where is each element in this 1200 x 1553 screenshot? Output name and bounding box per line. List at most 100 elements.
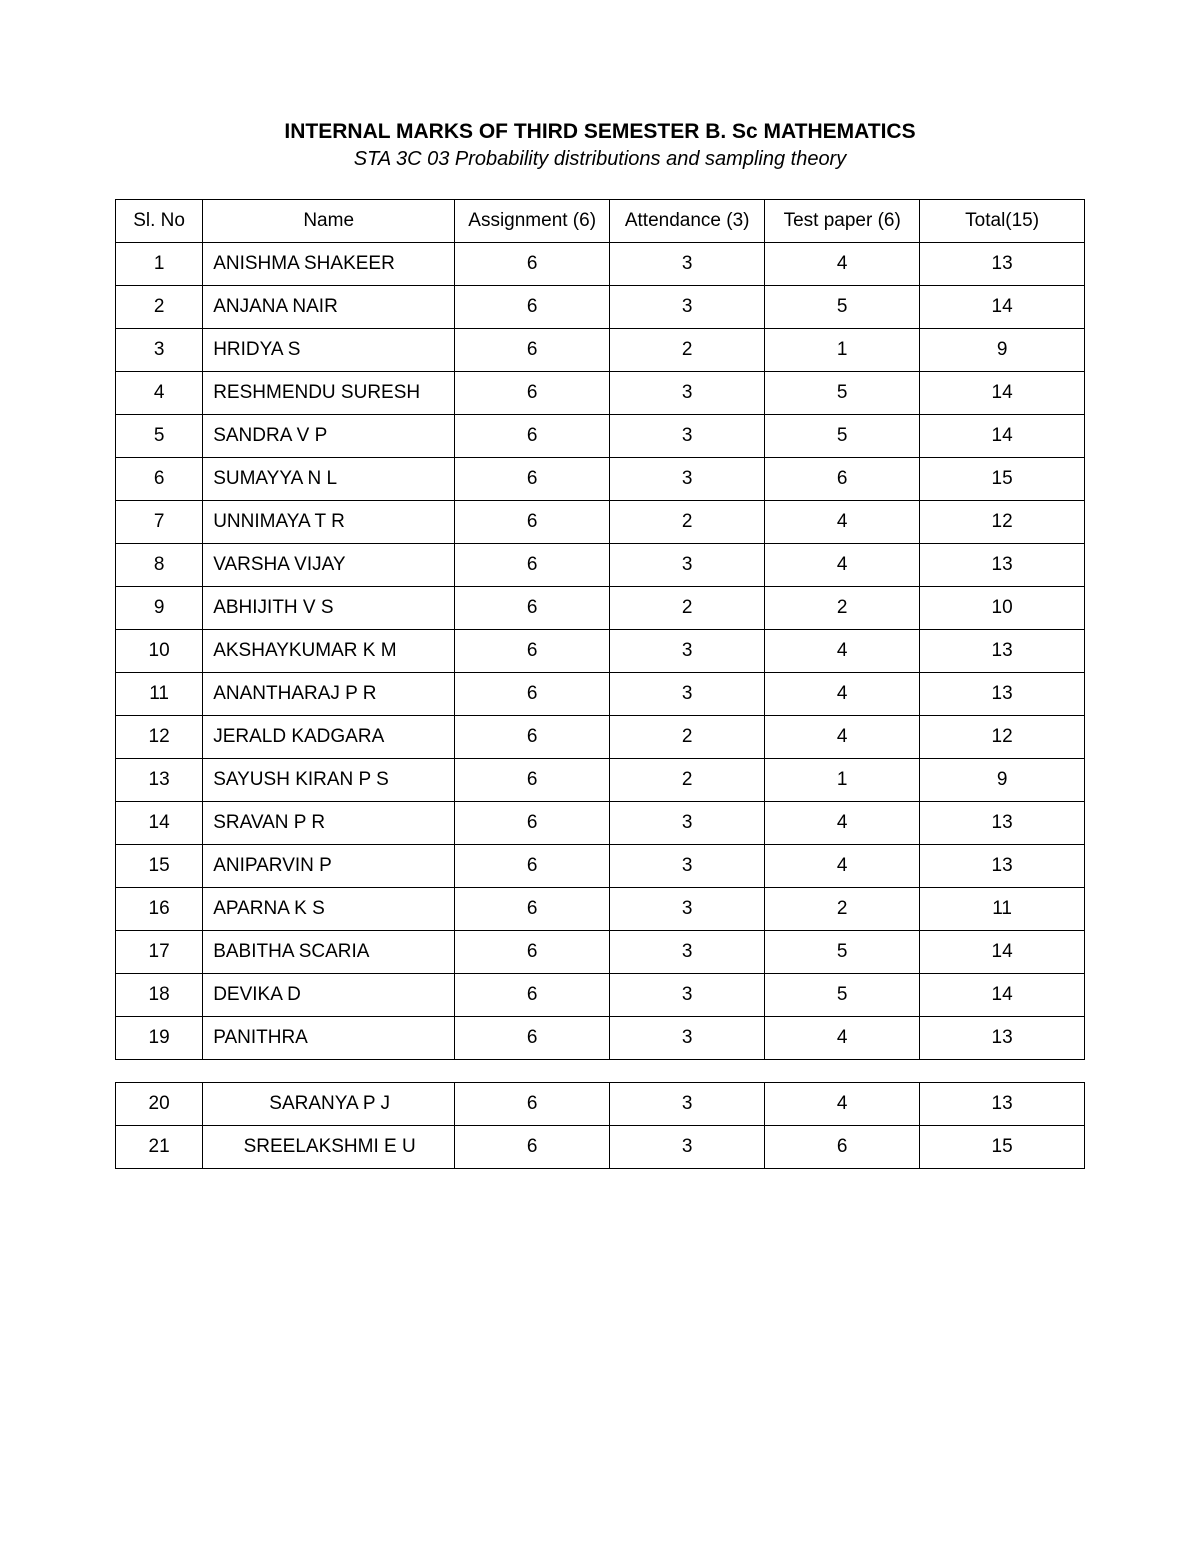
cell-name: SAYUSH KIRAN P S	[203, 759, 455, 802]
cell-slno: 8	[116, 544, 203, 587]
cell-assignment: 6	[455, 501, 610, 544]
page-subtitle: STA 3C 03 Probability distributions and …	[115, 148, 1085, 171]
cell-name: SUMAYYA N L	[203, 458, 455, 501]
cell-slno: 17	[116, 931, 203, 974]
table-row: 20SARANYA P J63413	[116, 1083, 1085, 1126]
cell-testpaper: 2	[765, 888, 920, 931]
table-row: 6SUMAYYA N L63615	[116, 458, 1085, 501]
table-row: 18DEVIKA D63514	[116, 974, 1085, 1017]
cell-total: 9	[920, 759, 1085, 802]
cell-testpaper: 4	[765, 1083, 920, 1126]
cell-attendance: 3	[610, 1126, 765, 1169]
cell-testpaper: 4	[765, 673, 920, 716]
cell-attendance: 3	[610, 415, 765, 458]
cell-total: 13	[920, 673, 1085, 716]
cell-name: RESHMENDU SURESH	[203, 372, 455, 415]
cell-assignment: 6	[455, 544, 610, 587]
cell-total: 10	[920, 587, 1085, 630]
cell-total: 12	[920, 501, 1085, 544]
cell-testpaper: 5	[765, 415, 920, 458]
marks-table-2: 20SARANYA P J6341321SREELAKSHMI E U63615	[115, 1082, 1085, 1169]
cell-total: 15	[920, 1126, 1085, 1169]
cell-slno: 15	[116, 845, 203, 888]
table-row: 13SAYUSH KIRAN P S6219	[116, 759, 1085, 802]
cell-assignment: 6	[455, 630, 610, 673]
page-title: INTERNAL MARKS OF THIRD SEMESTER B. Sc M…	[115, 120, 1085, 144]
cell-testpaper: 6	[765, 458, 920, 501]
cell-total: 13	[920, 630, 1085, 673]
cell-total: 13	[920, 802, 1085, 845]
cell-assignment: 6	[455, 329, 610, 372]
cell-assignment: 6	[455, 673, 610, 716]
cell-attendance: 2	[610, 759, 765, 802]
cell-name: SREELAKSHMI E U	[203, 1126, 455, 1169]
cell-testpaper: 5	[765, 372, 920, 415]
cell-attendance: 2	[610, 716, 765, 759]
cell-slno: 9	[116, 587, 203, 630]
cell-slno: 10	[116, 630, 203, 673]
cell-assignment: 6	[455, 286, 610, 329]
cell-total: 13	[920, 243, 1085, 286]
cell-name: VARSHA VIJAY	[203, 544, 455, 587]
cell-testpaper: 5	[765, 931, 920, 974]
cell-testpaper: 2	[765, 587, 920, 630]
cell-total: 14	[920, 931, 1085, 974]
cell-testpaper: 4	[765, 544, 920, 587]
cell-attendance: 3	[610, 802, 765, 845]
cell-slno: 3	[116, 329, 203, 372]
cell-attendance: 3	[610, 673, 765, 716]
cell-name: UNNIMAYA T R	[203, 501, 455, 544]
cell-attendance: 3	[610, 630, 765, 673]
col-header-testpaper: Test paper (6)	[765, 200, 920, 243]
cell-assignment: 6	[455, 845, 610, 888]
cell-assignment: 6	[455, 931, 610, 974]
cell-total: 14	[920, 415, 1085, 458]
cell-attendance: 3	[610, 888, 765, 931]
cell-attendance: 3	[610, 372, 765, 415]
cell-assignment: 6	[455, 759, 610, 802]
cell-testpaper: 4	[765, 802, 920, 845]
cell-attendance: 3	[610, 243, 765, 286]
col-header-total: Total(15)	[920, 200, 1085, 243]
table-row: 21SREELAKSHMI E U63615	[116, 1126, 1085, 1169]
table-row: 17BABITHA SCARIA63514	[116, 931, 1085, 974]
cell-attendance: 2	[610, 329, 765, 372]
table-row: 11ANANTHARAJ P R63413	[116, 673, 1085, 716]
cell-assignment: 6	[455, 372, 610, 415]
cell-name: APARNA K S	[203, 888, 455, 931]
cell-slno: 4	[116, 372, 203, 415]
table-row: 2ANJANA NAIR63514	[116, 286, 1085, 329]
cell-assignment: 6	[455, 802, 610, 845]
cell-testpaper: 1	[765, 759, 920, 802]
cell-name: JERALD KADGARA	[203, 716, 455, 759]
cell-total: 15	[920, 458, 1085, 501]
cell-assignment: 6	[455, 587, 610, 630]
cell-name: ABHIJITH V S	[203, 587, 455, 630]
cell-total: 13	[920, 845, 1085, 888]
cell-name: BABITHA SCARIA	[203, 931, 455, 974]
cell-total: 14	[920, 372, 1085, 415]
table-row: 3HRIDYA S6219	[116, 329, 1085, 372]
col-header-attendance: Attendance (3)	[610, 200, 765, 243]
cell-name: ANJANA NAIR	[203, 286, 455, 329]
cell-testpaper: 4	[765, 630, 920, 673]
cell-testpaper: 5	[765, 286, 920, 329]
cell-assignment: 6	[455, 974, 610, 1017]
cell-attendance: 3	[610, 974, 765, 1017]
cell-testpaper: 4	[765, 845, 920, 888]
table-row: 16APARNA K S63211	[116, 888, 1085, 931]
cell-attendance: 3	[610, 931, 765, 974]
cell-slno: 19	[116, 1017, 203, 1060]
cell-name: HRIDYA S	[203, 329, 455, 372]
cell-name: PANITHRA	[203, 1017, 455, 1060]
marks-table-1: Sl. No Name Assignment (6) Attendance (3…	[115, 199, 1085, 1060]
cell-total: 14	[920, 974, 1085, 1017]
cell-attendance: 2	[610, 501, 765, 544]
cell-assignment: 6	[455, 1017, 610, 1060]
cell-slno: 16	[116, 888, 203, 931]
table-row: 9ABHIJITH V S62210	[116, 587, 1085, 630]
table-row: 1ANISHMA SHAKEER63413	[116, 243, 1085, 286]
cell-total: 13	[920, 544, 1085, 587]
cell-assignment: 6	[455, 1126, 610, 1169]
cell-name: SRAVAN P R	[203, 802, 455, 845]
